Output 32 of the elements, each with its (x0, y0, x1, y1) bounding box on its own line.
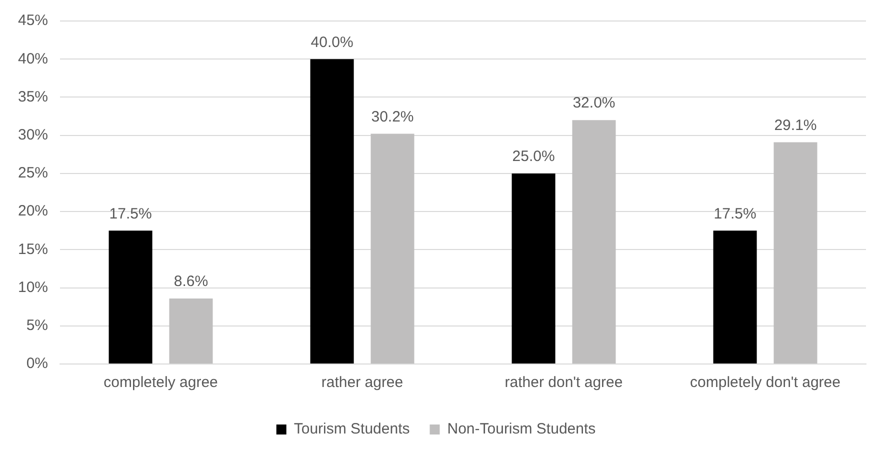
y-tick-label: 15% (18, 240, 48, 258)
y-tick-label: 45% (18, 12, 48, 30)
data-label: 30.2% (371, 108, 414, 126)
data-label: 17.5% (109, 205, 152, 222)
bar (310, 59, 354, 364)
data-label: 32.0% (572, 94, 616, 112)
data-label: 40.0% (310, 34, 354, 51)
y-tick-label: 40% (18, 50, 48, 68)
bar (108, 230, 152, 364)
x-tick-label: rather agree (321, 374, 404, 392)
x-tick-label: completely agree (104, 374, 218, 392)
bar (572, 120, 616, 364)
x-tick-label: completely don't agree (690, 374, 840, 392)
legend-label: Tourism Students (294, 420, 410, 438)
bar (370, 134, 414, 364)
bar (169, 298, 213, 364)
y-tick-label: 30% (18, 126, 48, 144)
data-label: 17.5% (714, 205, 756, 222)
data-label: 8.6% (174, 273, 208, 290)
legend-label: Non-Tourism Students (447, 420, 596, 438)
data-label: 29.1% (774, 116, 817, 134)
x-tick-label: rather don't agree (504, 374, 623, 392)
bar (713, 230, 757, 364)
y-tick-label: 0% (26, 355, 48, 372)
bar (774, 142, 818, 364)
y-tick-label: 5% (26, 317, 48, 334)
y-tick-label: 25% (18, 164, 48, 182)
y-tick-label: 10% (18, 278, 48, 296)
bar (512, 173, 556, 364)
y-tick-label: 20% (18, 202, 48, 220)
y-tick-label: 35% (18, 88, 48, 106)
data-label: 25.0% (512, 148, 555, 166)
